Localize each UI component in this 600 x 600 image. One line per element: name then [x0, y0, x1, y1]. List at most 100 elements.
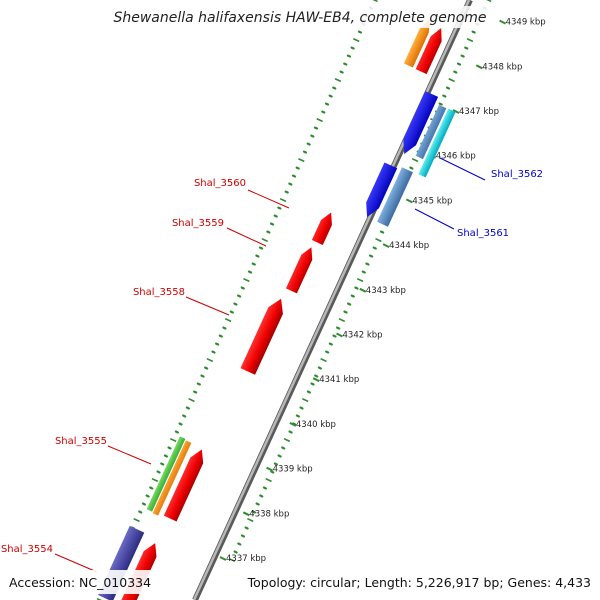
- gene-label-shal-3554: Shal_3554: [1, 544, 53, 555]
- inner-tick-mark: [334, 77, 342, 83]
- map-title: Shewanella halifaxensis HAW-EB4, complet…: [113, 10, 486, 26]
- major-tick-mark: [336, 332, 343, 338]
- major-tick-mark: [289, 422, 297, 427]
- outer-tick-mark: [356, 277, 364, 283]
- outer-tick-mark: [295, 414, 300, 418]
- outer-tick-mark: [442, 94, 447, 98]
- outer-tick-mark: [320, 357, 327, 363]
- title-backdrop: [108, 6, 488, 28]
- outer-tick-mark: [471, 30, 476, 34]
- inner-tick-mark: [316, 117, 323, 123]
- gene-leaders: [54, 157, 486, 573]
- tick-label: 4340 kbp: [296, 420, 336, 430]
- outer-tick-mark: [332, 334, 337, 338]
- inner-tick-mark: [182, 414, 187, 418]
- outer-tick-mark: [438, 102, 443, 106]
- gene-red-top: [415, 27, 442, 75]
- inner-tick-mark: [229, 310, 234, 314]
- inner-tick-mark: [233, 302, 238, 306]
- inner-tick-mark: [211, 350, 216, 354]
- outer-tick-mark: [244, 526, 249, 530]
- gene-orange-top: [403, 18, 430, 68]
- gene-red-3555: [163, 449, 204, 522]
- outer-tick-mark: [310, 382, 315, 386]
- inner-tick-mark: [258, 246, 264, 250]
- major-tick-mark: [359, 287, 367, 293]
- inner-tick-mark: [178, 422, 183, 426]
- inner-tick-mark: [261, 237, 268, 243]
- outer-tick-mark: [365, 262, 370, 266]
- major-tick-mark: [242, 511, 250, 517]
- inner-tick-mark: [193, 390, 198, 394]
- gene-steel-lower: [377, 167, 413, 227]
- inner-tick-mark: [273, 214, 278, 218]
- outer-tick-mark: [251, 510, 257, 514]
- inner-tick-mark: [163, 454, 168, 458]
- inner-tick-mark: [138, 510, 143, 514]
- inner-tick-mark: [133, 517, 140, 523]
- major-tick-mark: [405, 198, 413, 204]
- gene-shal-3560: [311, 212, 332, 246]
- inner-tick-mark: [339, 70, 344, 74]
- inner-tick-mark: [169, 437, 177, 443]
- inner-tick-mark: [298, 157, 305, 163]
- outer-tick-mark: [247, 517, 254, 523]
- outer-tick-mark: [354, 286, 359, 290]
- gene-cyan: [418, 108, 456, 178]
- inner-tick-mark: [288, 182, 293, 186]
- outer-tick-mark: [409, 166, 414, 170]
- outer-tick-track: [228, 0, 492, 563]
- inner-tick-mark: [185, 406, 190, 410]
- outer-tick-mark: [350, 294, 355, 298]
- outer-tick-mark: [283, 437, 291, 443]
- outer-tick-mark: [265, 477, 272, 483]
- outer-tick-mark: [259, 494, 264, 498]
- outer-tick-mark: [240, 534, 246, 538]
- outer-tick-mark: [299, 406, 304, 410]
- tick-label: 4348 kbp: [482, 62, 522, 72]
- outer-tick-mark: [379, 230, 385, 234]
- outer-tick-mark: [228, 557, 236, 563]
- outer-tick-mark: [325, 350, 330, 354]
- tick-label-group: 4337 kbp 4338 kbp 4339 kbp 4340 kbp 4341 kbp…: [219, 18, 546, 564]
- gene-label-shal-3558: Shal_3558: [133, 287, 185, 298]
- inner-tick-mark: [200, 374, 205, 378]
- genome-backbone: [192, 0, 473, 600]
- outer-tick-mark: [448, 77, 455, 83]
- outer-tick-mark: [486, 0, 492, 3]
- inner-tick-mark: [291, 174, 297, 178]
- outer-tick-mark: [343, 310, 348, 314]
- outer-tick-mark: [273, 462, 279, 466]
- inner-tick-mark: [306, 142, 311, 146]
- inner-tick-mark: [145, 494, 150, 498]
- inner-tick-mark: [284, 190, 289, 194]
- tick-label: 4338 kbp: [249, 509, 289, 519]
- outer-tick-mark: [338, 317, 346, 323]
- gene-features: [98, 18, 456, 600]
- gene-label-shal-3555: Shal_3555: [55, 436, 107, 447]
- inner-tick-mark: [174, 430, 179, 434]
- inner-tick-mark: [255, 254, 260, 258]
- outer-tick-mark: [372, 246, 377, 250]
- outer-tick-mark: [233, 550, 238, 554]
- outer-tick-mark: [375, 237, 382, 243]
- inner-tick-mark: [222, 326, 227, 330]
- gene-labels: Shal_3560 Shal_3559 Shal_3558 Shal_3555 …: [1, 169, 543, 555]
- outer-tick-mark: [237, 542, 242, 546]
- inner-tick-mark: [269, 222, 275, 226]
- inner-tick-mark: [247, 270, 253, 274]
- outer-tick-mark: [445, 86, 451, 90]
- outer-tick-mark: [262, 486, 268, 490]
- inner-tick-mark: [151, 477, 159, 483]
- gene-label-shal-3561: Shal_3561: [457, 228, 509, 239]
- inner-tick-mark: [224, 317, 232, 323]
- outer-tick-mark: [453, 70, 458, 74]
- inner-tick-mark: [218, 334, 223, 338]
- outer-tick-mark: [288, 430, 293, 434]
- inner-tick-mark: [313, 126, 319, 130]
- outer-tick-mark: [411, 157, 419, 163]
- inner-tick-mark: [215, 342, 220, 346]
- tick-label: 4344 kbp: [389, 241, 429, 251]
- outer-tick-mark: [317, 366, 322, 370]
- gene-label-shal-3560: Shal_3560: [194, 178, 246, 189]
